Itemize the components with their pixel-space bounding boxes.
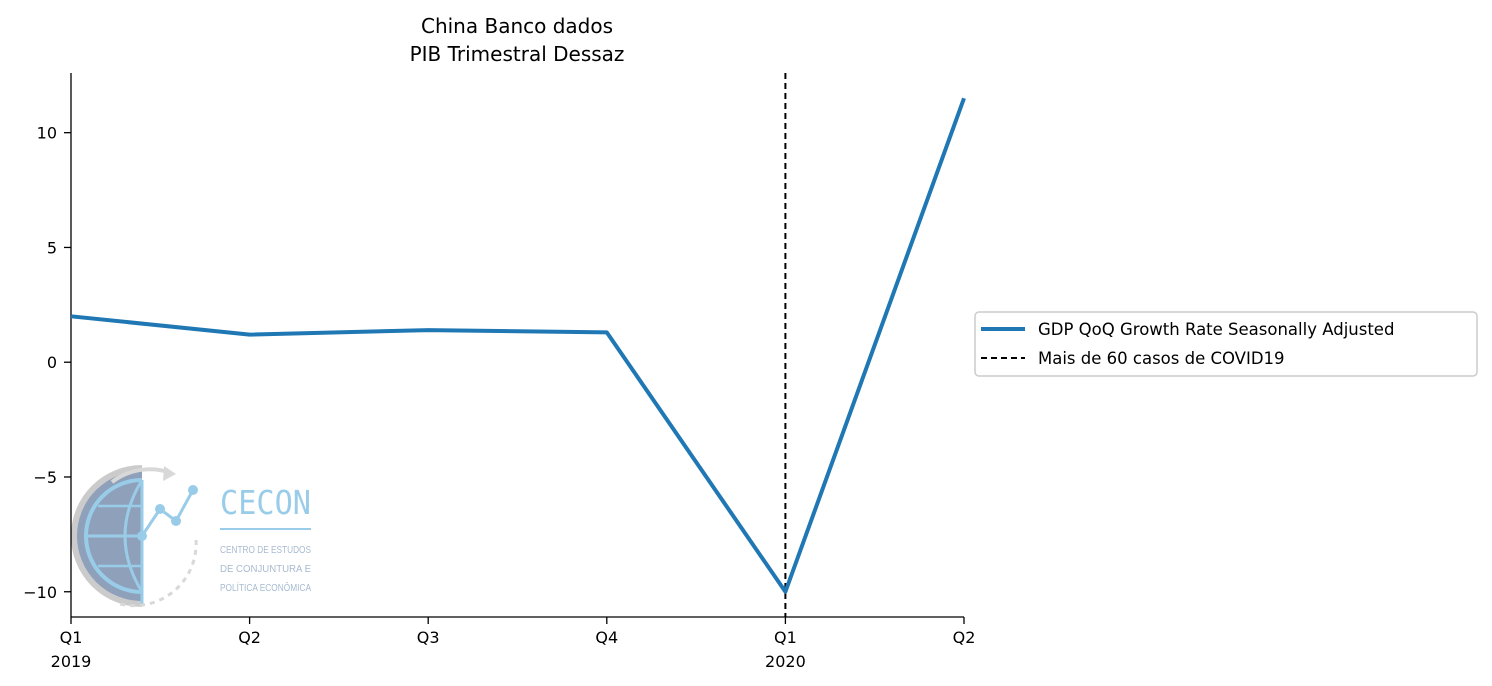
legend-label-gdp: GDP QoQ Growth Rate Seasonally Adjusted: [1038, 320, 1394, 339]
x-tick-year-label: 2019: [51, 652, 92, 671]
legend-label-covid: Mais de 60 casos de COVID19: [1038, 349, 1285, 368]
x-tick-label: Q1: [774, 628, 797, 647]
series-line-gdp: [70, 97, 966, 594]
legend: GDP QoQ Growth Rate Seasonally Adjusted …: [974, 311, 1478, 377]
logo-arrow-head: [163, 466, 176, 481]
logo-trend-dot: [137, 531, 147, 541]
logo-arc-arrow: [110, 467, 169, 484]
x-tick-label: Q4: [595, 628, 618, 647]
y-ticks: −10 −5 0 5 10: [23, 124, 71, 602]
logo-globe-rim: [71, 465, 143, 607]
logo-trend-line: [140, 489, 195, 537]
y-tick-label: 0: [47, 353, 57, 372]
logo-trend-dot: [155, 504, 165, 514]
x-tick-label: Q3: [417, 628, 440, 647]
y-tick-label: −10: [23, 583, 57, 602]
y-tick-label: 10: [37, 124, 57, 143]
x-tick-label: Q2: [238, 628, 261, 647]
x-tick-label: Q1: [60, 628, 83, 647]
series-layer: [70, 97, 966, 594]
x-tick-label: Q2: [953, 628, 976, 647]
logo-trend-dot: [171, 516, 181, 526]
logo-dashed-arc: [119, 539, 198, 608]
logo-line: CENTRO DE ESTUDOS: [220, 544, 311, 556]
x-ticks: Q1 2019 Q2 Q3 Q4 Q1 2020 Q2: [51, 617, 976, 671]
y-tick-label: −5: [33, 468, 57, 487]
legend-box: [974, 311, 1478, 377]
logo-trend-dot: [188, 485, 198, 495]
x-tick-year-label: 2020: [765, 652, 806, 671]
logo-line: DE CONJUNTURA E: [220, 563, 311, 575]
logo-globe-outline: [84, 478, 143, 594]
logo-name: CECON: [220, 483, 311, 522]
chart-title: China Banco dados: [421, 14, 613, 38]
cecon-logo: CECON CENTRO DE ESTUDOS DE CONJUNTURA E …: [71, 465, 311, 608]
logo-line: POLÍTICA ECONÔMICA: [220, 581, 311, 594]
chart-subtitle: PIB Trimestral Dessaz: [410, 42, 625, 66]
y-tick-label: 5: [47, 238, 57, 257]
